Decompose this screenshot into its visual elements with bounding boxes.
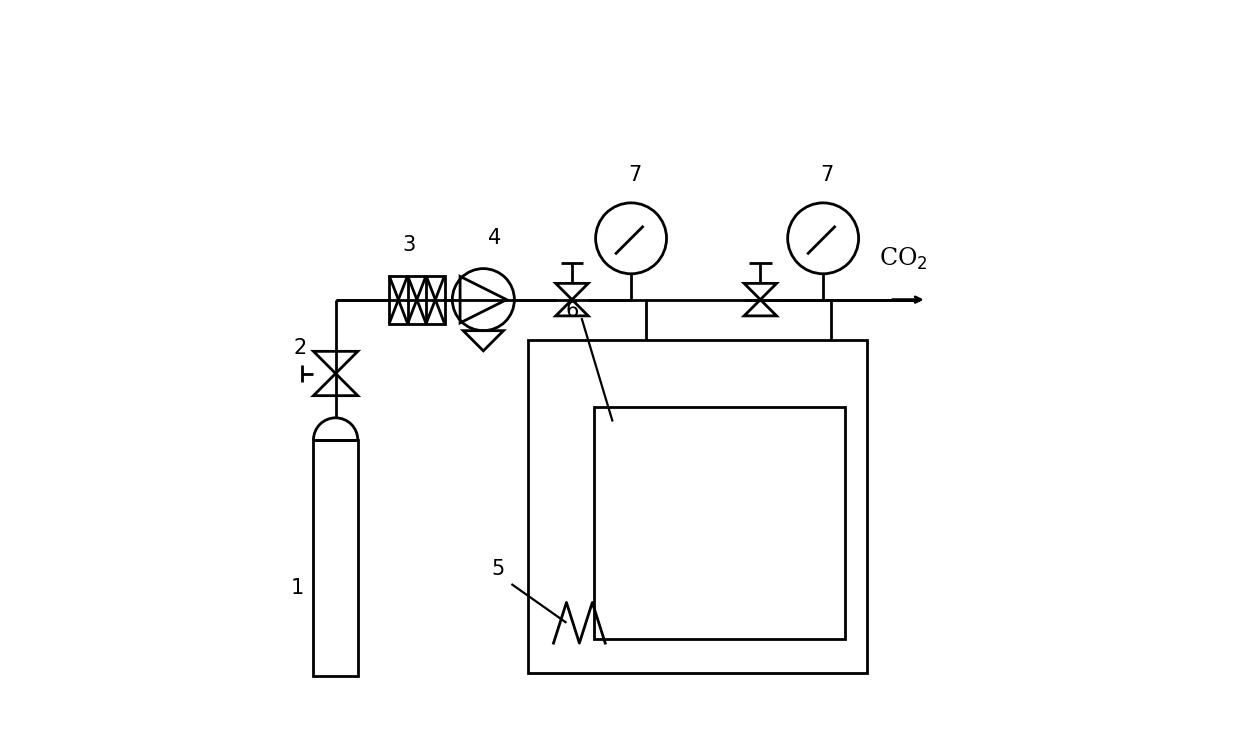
Text: 3: 3 <box>403 235 417 255</box>
Text: 4: 4 <box>487 228 501 247</box>
Text: 6: 6 <box>565 301 579 320</box>
Bar <box>528 341 868 672</box>
Text: 7: 7 <box>820 165 833 185</box>
Text: 2: 2 <box>294 338 306 358</box>
Bar <box>314 440 358 676</box>
Text: CO$_2$: CO$_2$ <box>878 246 928 272</box>
Bar <box>594 406 846 639</box>
Text: 7: 7 <box>629 165 641 185</box>
Text: 1: 1 <box>290 577 304 598</box>
Bar <box>389 276 445 323</box>
Text: 5: 5 <box>491 560 505 579</box>
